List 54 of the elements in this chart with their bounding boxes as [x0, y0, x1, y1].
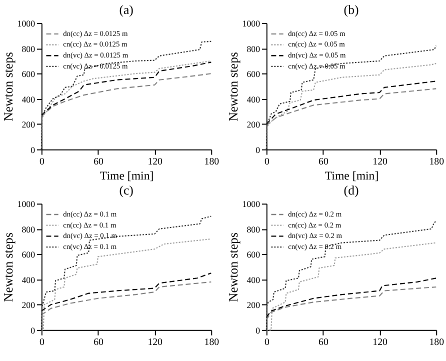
chart-title: (c)	[119, 184, 134, 198]
line-series	[266, 286, 437, 320]
x-tick-label: 180	[429, 156, 444, 168]
y-tick-label: 800	[22, 224, 36, 234]
line-series	[40, 281, 212, 316]
y-axis-title: Newton steps	[1, 232, 16, 302]
y-tick-label: 1000	[17, 18, 36, 29]
x-tick-label: 120	[148, 156, 163, 168]
x-axis-title: Time [min]	[324, 168, 379, 182]
chart-title: (d)	[344, 184, 359, 198]
y-axis-title: Newton steps	[226, 52, 240, 122]
y-tick-label: 0	[30, 144, 36, 155]
y-tick-label: 200	[246, 300, 261, 310]
x-tick-label: 0	[39, 156, 44, 168]
x-tick-label: 60	[94, 156, 104, 168]
y-tick-label: 400	[22, 274, 36, 285]
y-tick-label: 800	[22, 44, 36, 54]
y-tick-label: 200	[246, 120, 261, 130]
y-tick-label: 0	[256, 144, 261, 155]
y-tick-label: 200	[22, 300, 36, 310]
x-tick-label: 60	[318, 337, 328, 348]
y-axis-title: Newton steps	[226, 232, 240, 302]
x-tick-label: 0	[264, 337, 270, 348]
chart-title: (b)	[344, 3, 359, 18]
x-tick-label: 0	[39, 337, 44, 348]
x-tick-label: 120	[372, 156, 388, 168]
y-tick-label: 800	[246, 44, 261, 54]
x-axis-title: Time [min]	[100, 168, 154, 182]
x-tick-label: 180	[204, 156, 220, 168]
x-tick-label: 0	[264, 156, 270, 168]
y-tick-label: 800	[246, 224, 261, 234]
y-tick-label: 0	[30, 325, 36, 336]
line-series	[266, 88, 437, 126]
y-tick-label: 400	[246, 274, 261, 285]
y-tick-label: 400	[22, 94, 36, 104]
line-series	[40, 73, 212, 118]
x-tick-label: 180	[429, 337, 444, 348]
x-tick-label: 60	[94, 337, 104, 348]
x-tick-label: 180	[204, 337, 220, 348]
x-tick-label: 120	[148, 337, 163, 348]
x-tick-label: 120	[372, 337, 388, 348]
y-tick-label: 600	[22, 69, 36, 80]
y-axis-title: Newton steps	[1, 52, 16, 122]
y-tick-label: 1000	[17, 199, 36, 210]
chart-title: (a)	[119, 3, 134, 18]
y-tick-label: 200	[22, 120, 36, 130]
y-tick-label: 400	[246, 94, 261, 104]
y-tick-label: 1000	[242, 199, 261, 210]
y-tick-label: 600	[22, 250, 36, 260]
y-tick-label: 1000	[242, 18, 261, 29]
y-tick-label: 0	[256, 325, 261, 336]
y-tick-label: 600	[246, 69, 261, 80]
y-tick-label: 600	[246, 250, 261, 260]
x-tick-label: 60	[318, 156, 328, 168]
